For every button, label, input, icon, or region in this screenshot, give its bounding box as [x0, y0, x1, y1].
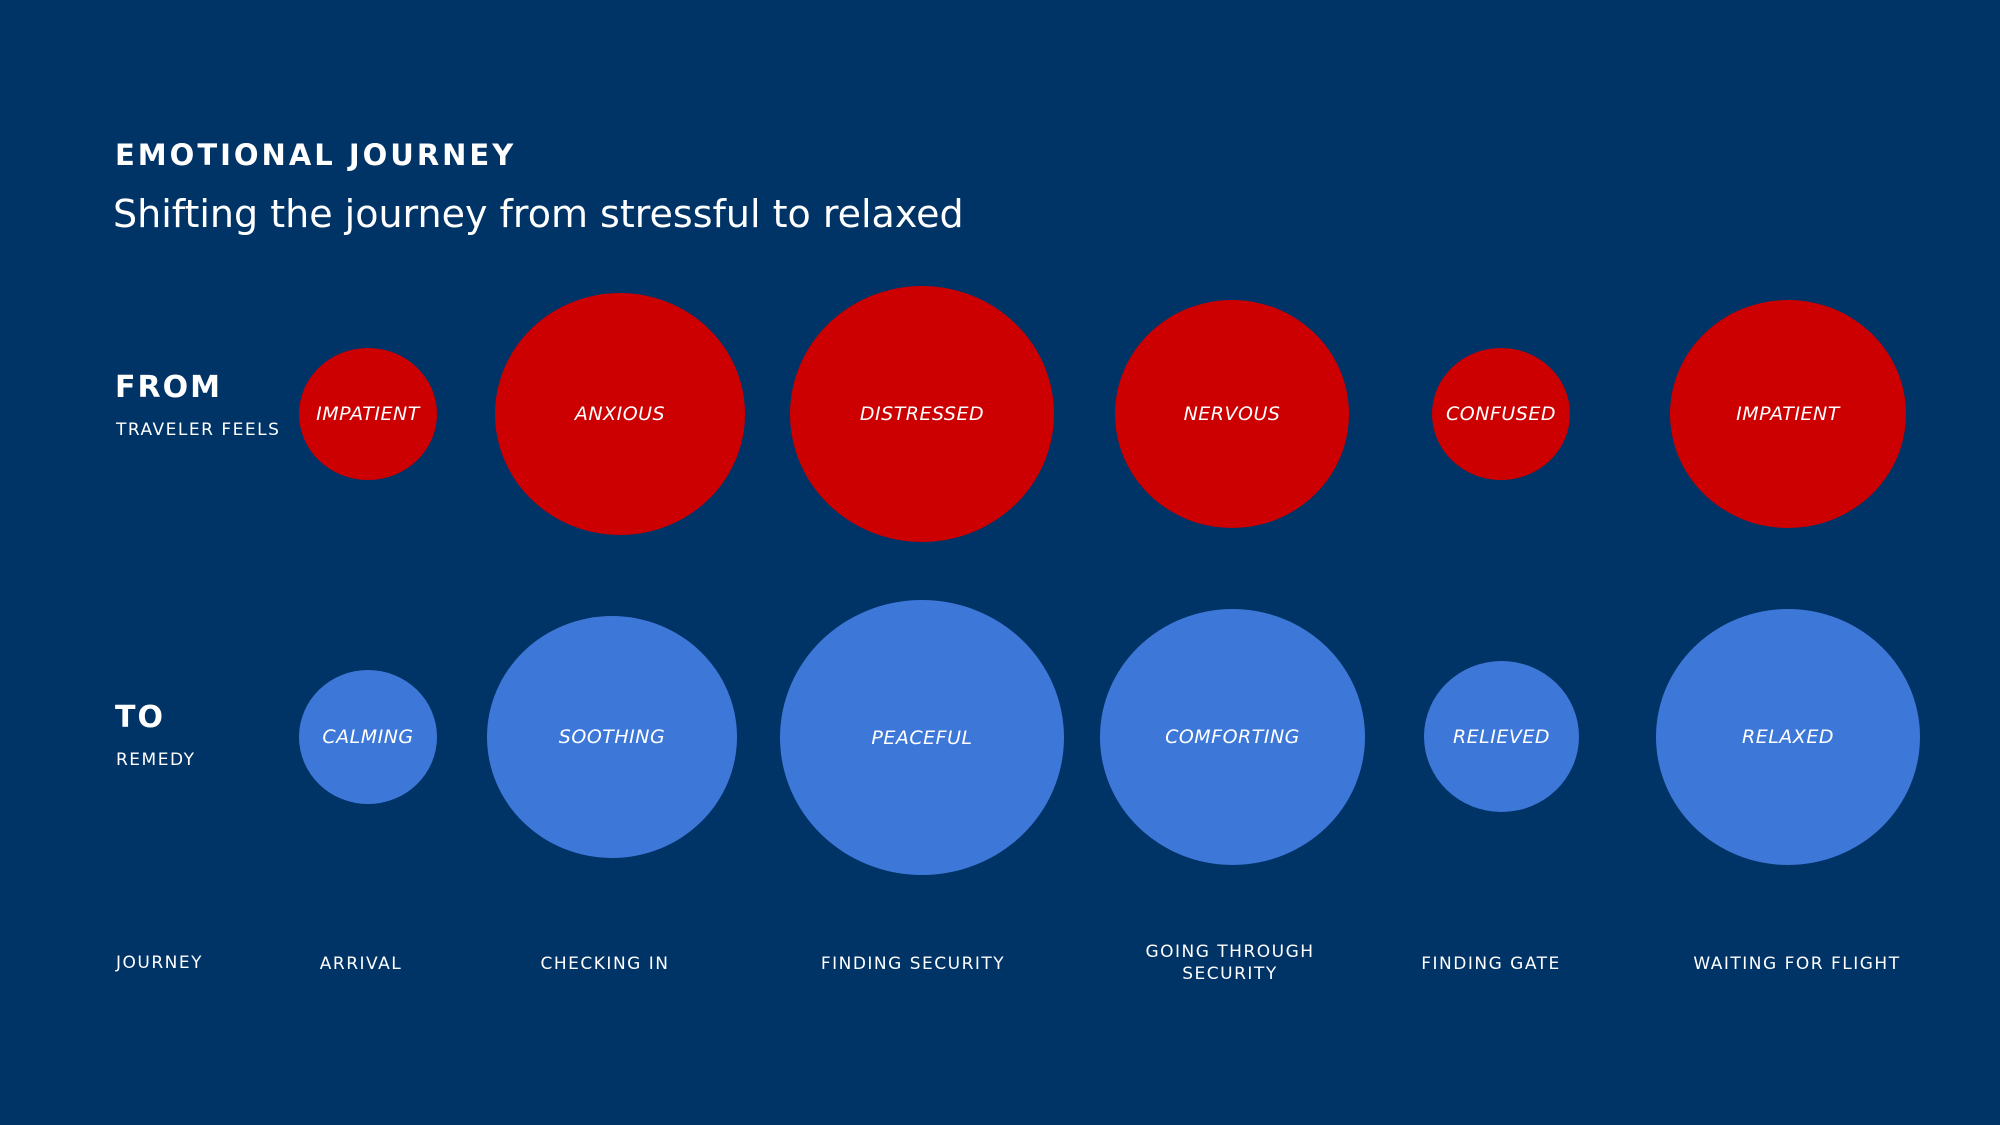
remedy-label: SOOTHING: [558, 726, 666, 748]
step-label-arrival: ARRIVAL: [319, 954, 403, 974]
diagram-subtitle: Shifting the journey from stressful to r…: [113, 192, 964, 236]
feeling-label: NERVOUS: [1183, 403, 1281, 425]
from-circle-checking-in: ANXIOUS: [495, 293, 745, 535]
from-label: TRAVELER FEELS: [116, 420, 281, 440]
to-circle-going-through-security: COMFORTING: [1100, 609, 1365, 865]
diagram-title: EMOTIONAL JOURNEY: [115, 138, 517, 172]
to-circle-finding-gate: RELIEVED: [1424, 661, 1579, 812]
to-heading: TO: [115, 700, 165, 735]
step-label-finding-gate: FINDING GATE: [1421, 954, 1561, 974]
remedy-label: COMFORTING: [1165, 726, 1300, 748]
feeling-label: CONFUSED: [1446, 403, 1556, 425]
feeling-label: DISTRESSED: [859, 403, 985, 425]
remedy-label: CALMING: [322, 726, 414, 748]
feeling-label: IMPATIENT: [316, 403, 420, 425]
remedy-label: RELAXED: [1742, 726, 1834, 748]
step-label-waiting-for-flight: WAITING FOR FLIGHT: [1693, 954, 1901, 974]
from-circle-going-through-security: NERVOUS: [1115, 300, 1349, 528]
to-circle-waiting-for-flight: RELAXED: [1656, 609, 1920, 865]
step-label-finding-security: FINDING SECURITY: [820, 954, 1006, 974]
to-label: REMEDY: [116, 750, 196, 770]
to-circle-finding-security: PEACEFUL: [780, 600, 1064, 875]
feeling-label: IMPATIENT: [1736, 403, 1840, 425]
remedy-label: RELIEVED: [1452, 725, 1551, 748]
from-circle-finding-security: DISTRESSED: [790, 286, 1054, 542]
step-label-going-through-security: GOING THROUGH SECURITY: [1145, 942, 1315, 984]
step-label-checking-in: CHECKING IN: [540, 954, 670, 974]
from-circle-finding-gate: CONFUSED: [1432, 348, 1570, 480]
to-circle-arrival: CALMING: [299, 670, 437, 804]
to-circle-checking-in: SOOTHING: [487, 616, 737, 858]
journey-label: JOURNEY: [116, 953, 203, 973]
feeling-label: ANXIOUS: [574, 403, 666, 425]
from-circle-waiting-for-flight: IMPATIENT: [1670, 300, 1906, 528]
from-heading: FROM: [115, 370, 222, 405]
from-circle-arrival: IMPATIENT: [299, 348, 437, 480]
remedy-label: PEACEFUL: [871, 726, 973, 749]
